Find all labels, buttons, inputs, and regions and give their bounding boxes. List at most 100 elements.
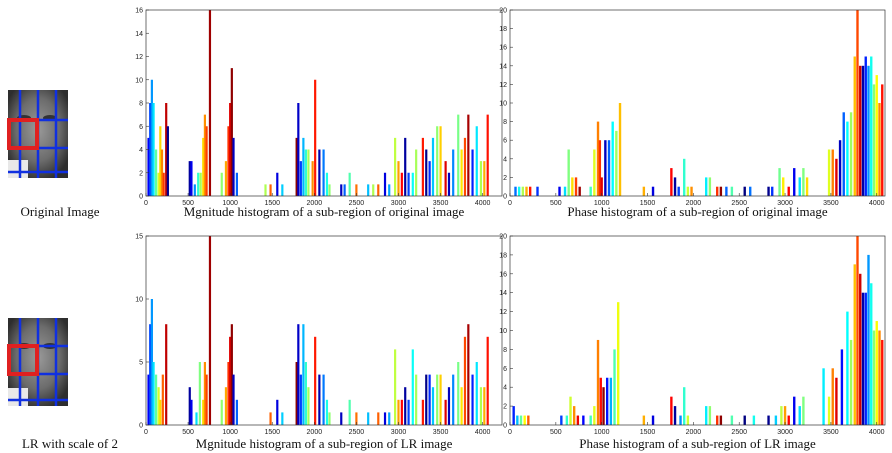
- bar: [348, 399, 351, 425]
- bar: [415, 374, 418, 425]
- bar: [560, 415, 563, 425]
- bar: [798, 177, 801, 196]
- bar: [444, 161, 447, 196]
- bar: [190, 161, 193, 196]
- bar: [281, 412, 284, 425]
- bar: [159, 126, 162, 196]
- bar: [355, 184, 358, 196]
- x-tick-label: 3500: [823, 200, 839, 207]
- y-tick-label: 2: [503, 175, 507, 182]
- bar: [343, 184, 346, 196]
- x-tick-label: 3000: [391, 200, 407, 207]
- bar: [563, 186, 567, 196]
- bar: [565, 415, 569, 425]
- bar: [767, 186, 770, 196]
- bar: [840, 349, 844, 425]
- bar: [388, 184, 391, 196]
- bar: [516, 415, 519, 425]
- bar: [457, 114, 460, 196]
- bar: [838, 140, 842, 196]
- bar: [428, 374, 431, 425]
- bar: [304, 362, 307, 425]
- bar: [878, 103, 881, 196]
- bar: [230, 68, 233, 196]
- bar: [835, 158, 838, 196]
- bar: [165, 103, 168, 196]
- y-tick-label: 10: [499, 328, 507, 335]
- bar: [322, 149, 325, 196]
- bar: [463, 137, 467, 196]
- face-image: [7, 90, 68, 178]
- bar: [436, 126, 439, 196]
- bar: [447, 387, 451, 425]
- x-tick-label: 1500: [640, 200, 656, 207]
- bar: [616, 302, 620, 425]
- x-tick-label: 4000: [869, 200, 885, 207]
- bar: [302, 137, 305, 196]
- bar: [802, 396, 805, 425]
- x-tick-label: 0: [508, 200, 512, 207]
- x-tick-label: 3000: [777, 200, 793, 207]
- bar: [475, 126, 478, 196]
- bar: [861, 65, 865, 196]
- bar: [325, 399, 329, 425]
- bar: [318, 374, 321, 425]
- bar: [467, 114, 470, 196]
- bar: [576, 415, 580, 425]
- x-tick-label: 2000: [307, 200, 323, 207]
- bar: [152, 103, 155, 196]
- bar: [188, 161, 191, 196]
- bar: [348, 172, 351, 196]
- bar: [299, 161, 302, 196]
- bar: [598, 140, 602, 196]
- x-tick-label: 3500: [433, 200, 449, 207]
- bar: [525, 186, 528, 196]
- bar: [512, 406, 515, 425]
- bar: [730, 415, 734, 425]
- bar: [582, 415, 585, 425]
- bar: [593, 149, 596, 196]
- y-tick-label: 4: [503, 385, 507, 392]
- bar: [276, 399, 279, 425]
- bar: [302, 324, 305, 425]
- bar: [147, 137, 150, 196]
- bar: [407, 172, 410, 196]
- bar: [613, 349, 616, 425]
- bar: [778, 168, 781, 196]
- bar: [439, 374, 442, 425]
- bar: [523, 415, 526, 425]
- bar: [400, 172, 403, 196]
- bar: [835, 377, 838, 425]
- bar: [719, 415, 723, 425]
- bar: [147, 374, 150, 425]
- bar: [295, 362, 298, 425]
- x-tick-label: 0: [144, 200, 148, 207]
- bar: [831, 149, 834, 196]
- bar: [798, 406, 801, 425]
- bar: [679, 415, 682, 425]
- bar: [431, 387, 435, 425]
- bar: [686, 186, 690, 196]
- bar: [743, 415, 746, 425]
- bar: [716, 186, 719, 196]
- bar: [155, 374, 158, 425]
- y-tick-label: 0: [139, 194, 143, 201]
- bar: [314, 79, 317, 196]
- y-tick-label: 5: [139, 360, 143, 367]
- x-tick-label: 500: [182, 200, 194, 207]
- bar: [431, 137, 435, 196]
- bar: [162, 172, 165, 196]
- bar: [224, 161, 228, 196]
- bar: [859, 65, 862, 196]
- bar: [197, 172, 200, 196]
- bar: [881, 84, 884, 196]
- y-tick-label: 15: [135, 234, 143, 241]
- bar: [859, 273, 862, 425]
- bar: [593, 406, 596, 425]
- bar: [404, 387, 407, 425]
- bar: [314, 336, 317, 425]
- x-tick-label: 2500: [731, 200, 747, 207]
- bar: [436, 374, 439, 425]
- y-tick-label: 18: [499, 26, 507, 33]
